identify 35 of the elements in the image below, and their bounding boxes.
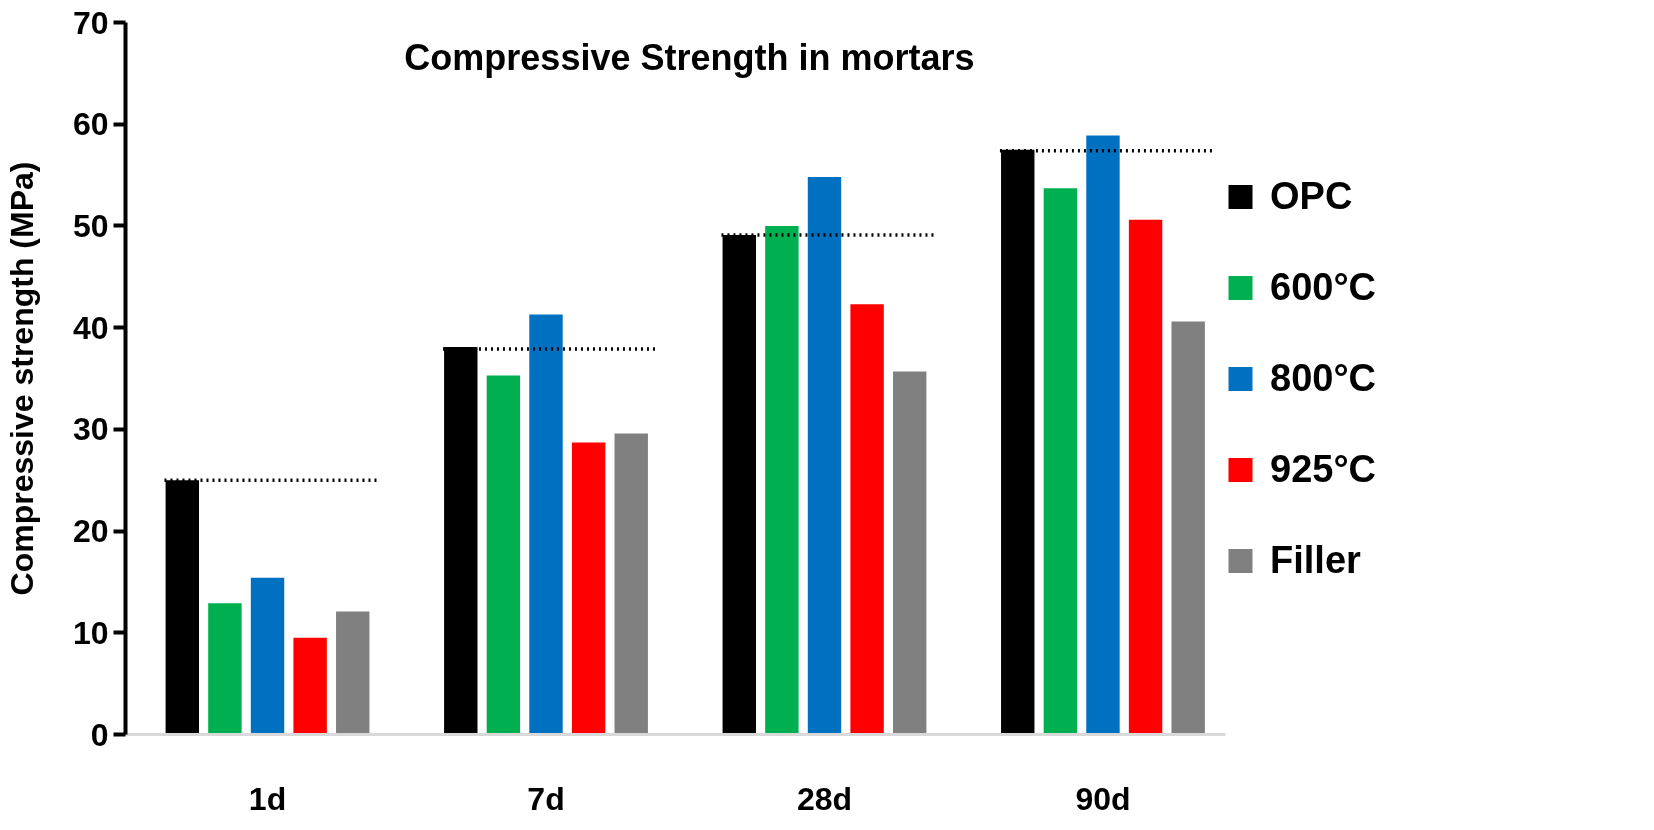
bar	[571, 442, 606, 735]
y-tick-label: 10	[72, 614, 109, 651]
legend-label: OPC	[1270, 174, 1353, 218]
legend-label: 600°C	[1270, 265, 1377, 309]
x-tick-label: 7d	[527, 780, 565, 817]
y-tick-label: 40	[72, 309, 109, 346]
bar	[486, 375, 521, 735]
bar	[1086, 135, 1120, 735]
bar	[250, 577, 285, 735]
bar	[1171, 321, 1205, 735]
bar	[807, 177, 842, 735]
bar	[1043, 188, 1078, 735]
x-tick-label: 1d	[248, 780, 287, 817]
legend-label: 800°C	[1270, 356, 1377, 400]
bar	[529, 314, 563, 735]
y-axis-title: Compressive strength (MPa)	[3, 161, 40, 596]
x-tick-label: 28d	[796, 780, 853, 817]
y-tick-label: 0	[90, 716, 109, 753]
legend-label: 925°C	[1270, 447, 1377, 491]
y-tick-label: 60	[72, 106, 109, 143]
bar	[892, 371, 927, 735]
legend-label: Filler	[1270, 538, 1361, 582]
y-tick-label: 50	[72, 207, 109, 244]
bar	[850, 304, 884, 735]
y-tick-label: 20	[72, 513, 109, 550]
bar	[293, 637, 327, 735]
bar	[336, 611, 370, 735]
y-tick-label: 30	[72, 411, 109, 448]
x-tick-label: 90d	[1075, 780, 1131, 817]
bar	[765, 225, 799, 735]
bar	[614, 433, 648, 735]
y-tick-label: 70	[72, 4, 109, 41]
bar	[208, 603, 242, 735]
bar	[1128, 219, 1163, 735]
chart-title: Compressive Strength in mortars	[404, 36, 975, 78]
